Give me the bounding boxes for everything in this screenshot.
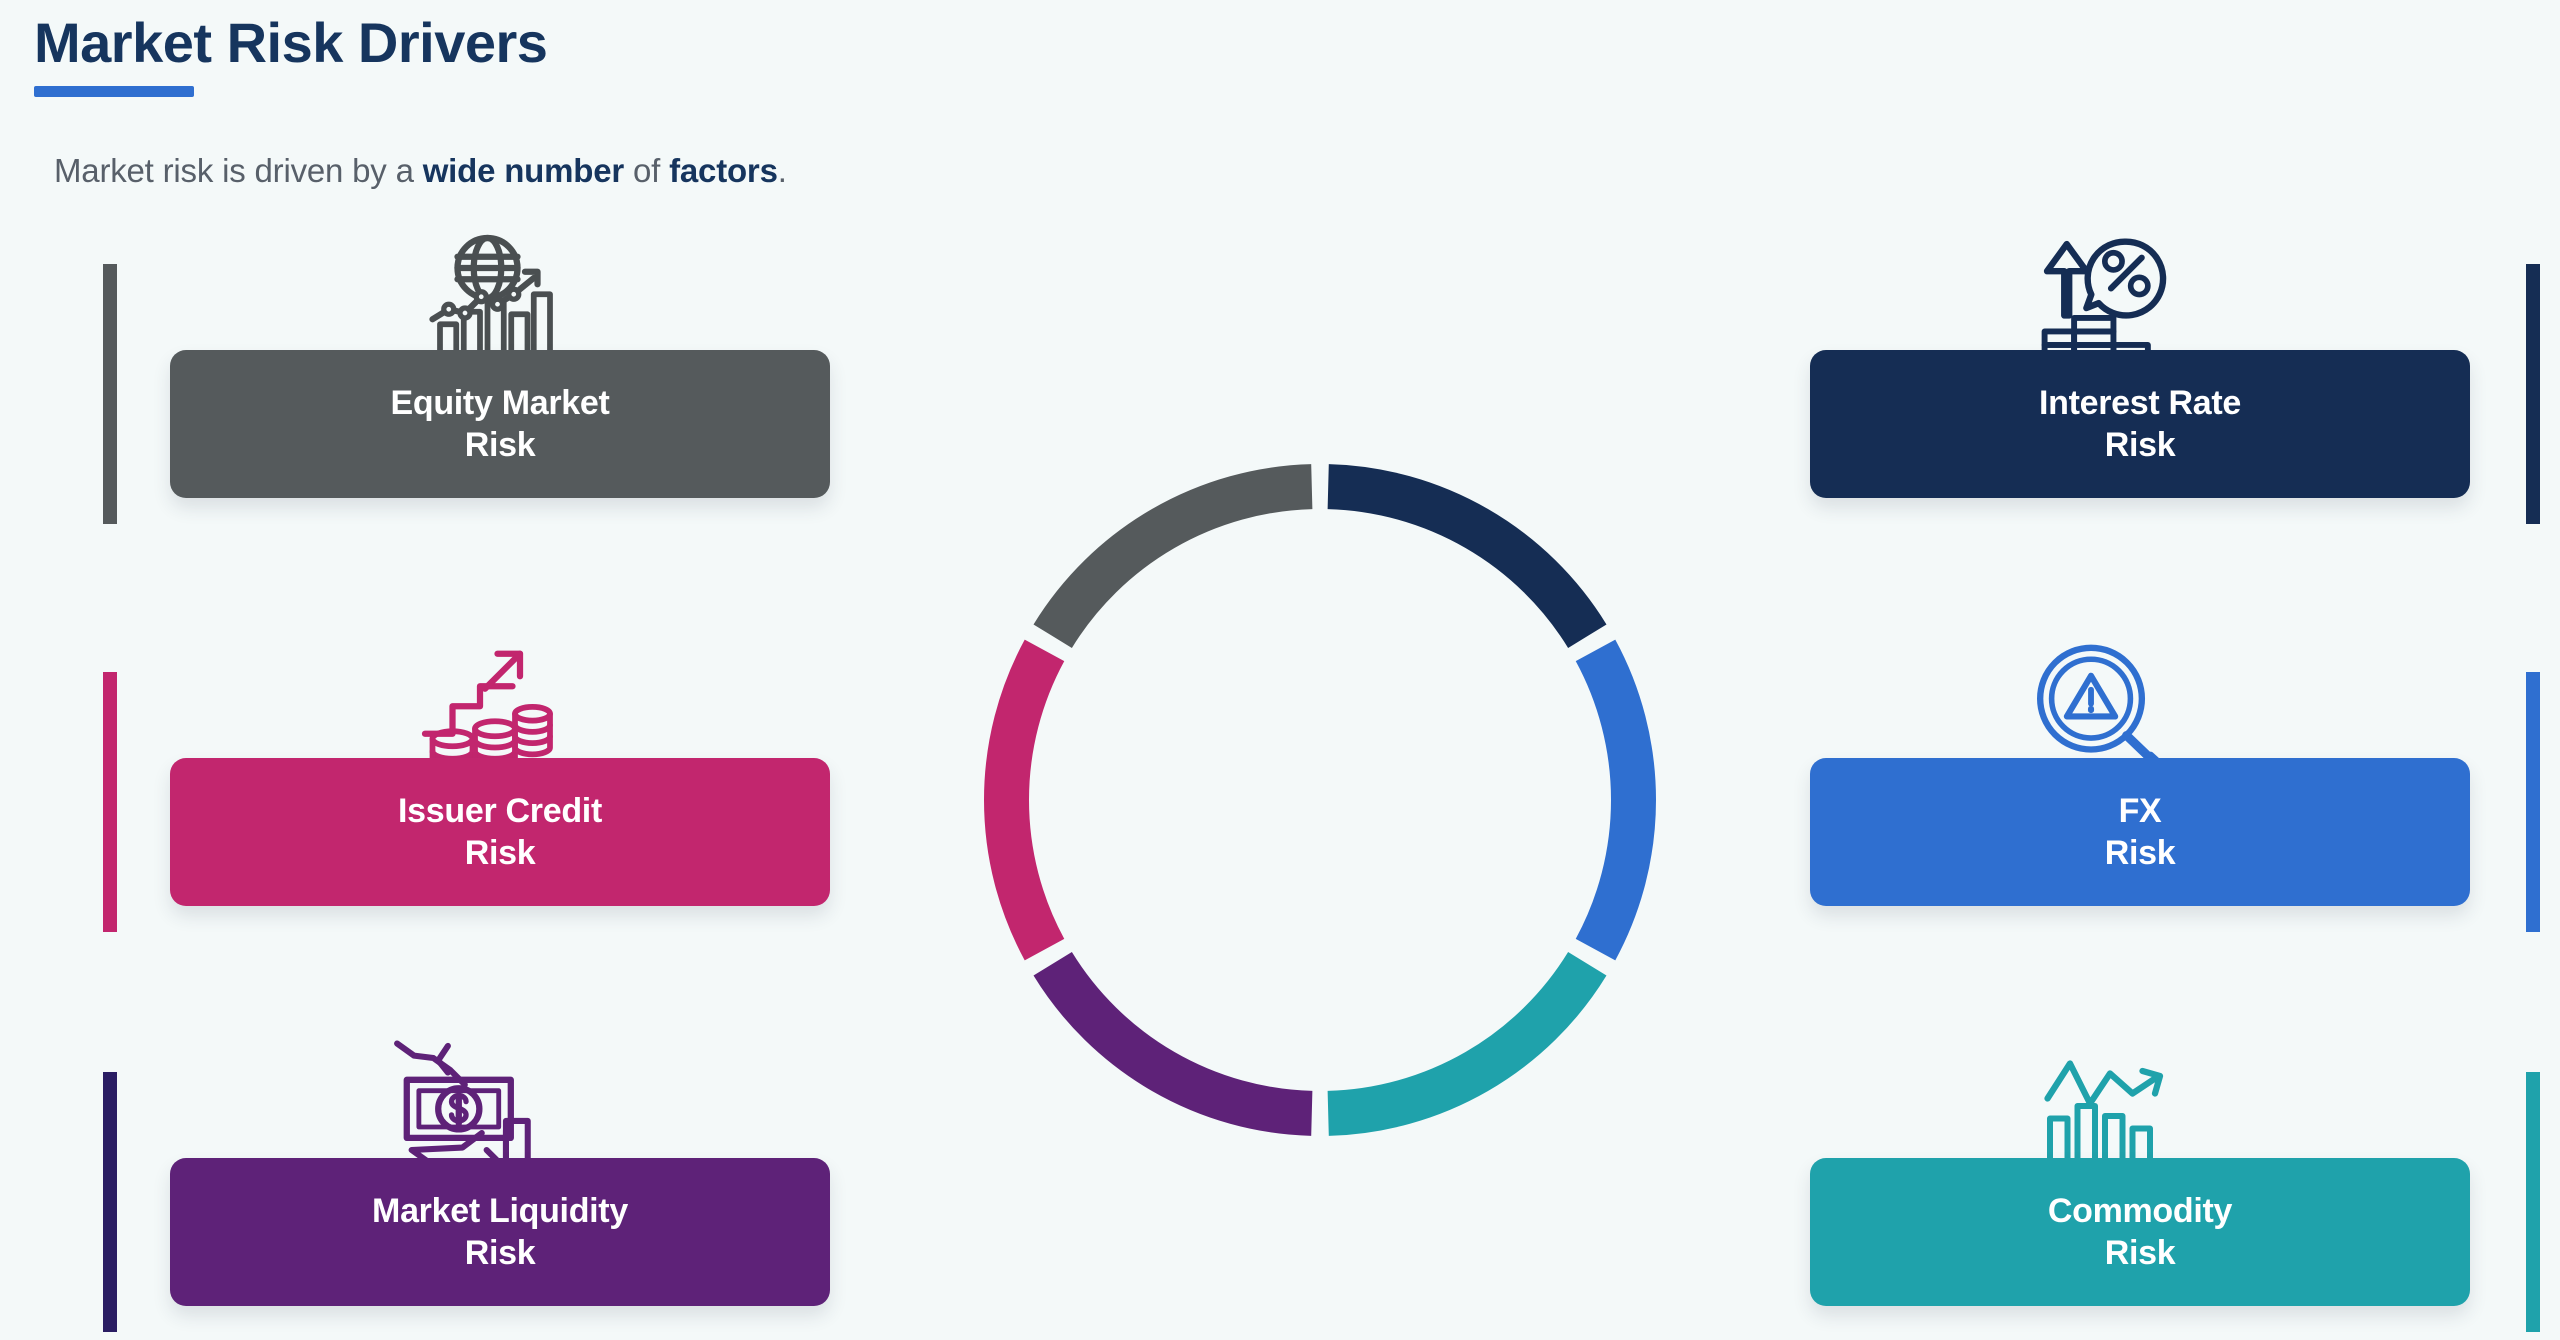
- donut-chart-svg: [984, 464, 1656, 1136]
- coins-growth-arrow-icon: [405, 640, 555, 770]
- right-risk-column: Interest Rate Risk FX Risk: [1700, 0, 2560, 1340]
- accent-bar-commodity: [2526, 1072, 2540, 1332]
- card-label-line2: Risk: [464, 426, 536, 464]
- risk-item-market-liquidity[interactable]: Market Liquidity Risk: [60, 1040, 940, 1340]
- risk-item-fx[interactable]: FX Risk: [1700, 644, 2560, 978]
- accent-bar-fx: [2526, 672, 2540, 932]
- subtitle-text-3: .: [777, 152, 787, 189]
- risk-item-commodity[interactable]: Commodity Risk: [1700, 1048, 2560, 1340]
- subtitle-text-2: of: [624, 152, 670, 189]
- risk-item-equity-market[interactable]: Equity Market Risk: [60, 234, 940, 570]
- card-fx-risk[interactable]: FX Risk: [1810, 758, 2470, 906]
- accent-bar-issuer-credit: [103, 672, 117, 932]
- donut-segment[interactable]: [984, 639, 1065, 961]
- card-label-line1: Interest Rate: [2038, 383, 2242, 422]
- subtitle-emphasis-2: factors: [669, 152, 778, 189]
- risk-item-issuer-credit[interactable]: Issuer Credit Risk: [60, 648, 940, 978]
- subtitle-text-1: Market risk is driven by a: [54, 152, 423, 189]
- card-label-line1: Equity Market: [390, 383, 610, 422]
- hands-cash-exchange-icon: [385, 1040, 535, 1170]
- accent-bar-equity-market: [103, 264, 117, 524]
- donut-segment[interactable]: [1033, 464, 1313, 649]
- card-label-line2: Risk: [2104, 426, 2176, 464]
- donut-segment[interactable]: [1575, 639, 1656, 961]
- card-label-line2: Risk: [464, 1234, 536, 1272]
- card-label-line2: Risk: [2104, 1234, 2176, 1272]
- card-issuer-credit-risk[interactable]: Issuer Credit Risk: [170, 758, 830, 906]
- card-equity-market-risk[interactable]: Equity Market Risk: [170, 350, 830, 498]
- card-label-line1: Issuer Credit: [398, 791, 602, 830]
- page-subtitle: Market risk is driven by a wide number o…: [54, 152, 787, 190]
- risk-donut-chart: [960, 440, 1680, 1160]
- donut-segment[interactable]: [1327, 464, 1607, 649]
- bar-chart-line-arrow-icon: [2030, 1040, 2180, 1170]
- card-market-liquidity-risk[interactable]: Market Liquidity Risk: [170, 1158, 830, 1306]
- subtitle-emphasis-1: wide number: [422, 152, 625, 189]
- donut-segment[interactable]: [1033, 951, 1313, 1136]
- page-header: Market Risk Drivers: [34, 11, 548, 97]
- card-label-line2: Risk: [464, 834, 536, 872]
- card-commodity-risk[interactable]: Commodity Risk: [1810, 1158, 2470, 1306]
- donut-segment[interactable]: [1327, 951, 1607, 1136]
- accent-bar-market-liquidity: [103, 1072, 117, 1332]
- card-label-line1: Market Liquidity: [372, 1191, 628, 1230]
- magnifier-warning-icon: [2030, 640, 2180, 770]
- left-risk-column: Equity Market Risk: [60, 0, 940, 1340]
- card-label-line2: Risk: [2104, 834, 2176, 872]
- accent-bar-interest-rate: [2526, 264, 2540, 524]
- globe-bar-chart-icon: [410, 232, 560, 362]
- page-title: Market Risk Drivers: [34, 11, 548, 74]
- title-underline: [34, 85, 194, 97]
- risk-item-interest-rate[interactable]: Interest Rate Risk: [1700, 238, 2560, 570]
- card-label-line1: FX: [2118, 791, 2162, 830]
- percent-arrow-coins-icon: [2020, 232, 2170, 362]
- card-label-line1: Commodity: [2047, 1191, 2233, 1230]
- card-interest-rate-risk[interactable]: Interest Rate Risk: [1810, 350, 2470, 498]
